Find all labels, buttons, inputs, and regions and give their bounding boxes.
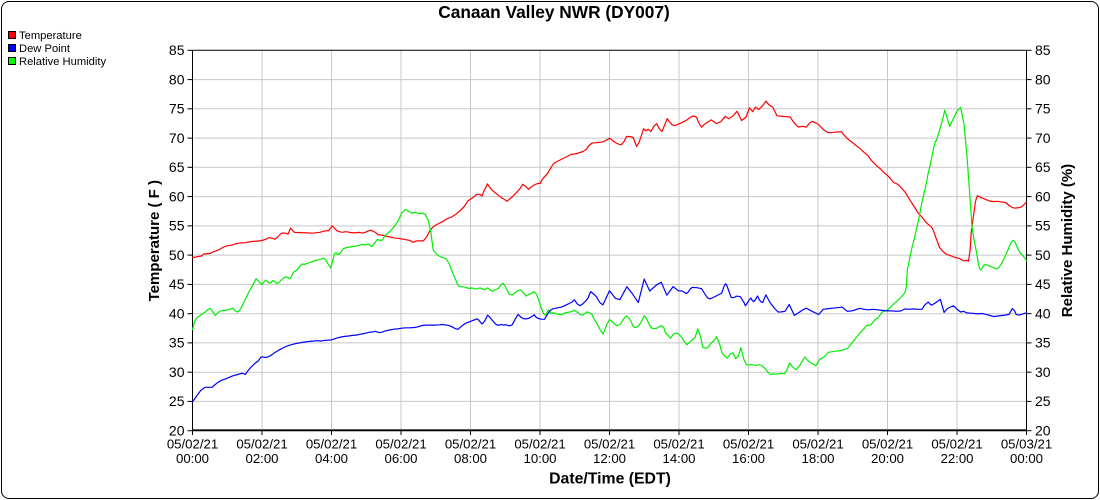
svg-text:05/02/21: 05/02/21	[514, 436, 565, 451]
svg-text:65: 65	[1035, 159, 1051, 175]
svg-text:40: 40	[169, 306, 185, 322]
svg-text:80: 80	[169, 71, 185, 87]
svg-text:05/02/21: 05/02/21	[375, 436, 426, 451]
svg-text:30: 30	[1035, 364, 1051, 380]
svg-text:02:00: 02:00	[245, 451, 278, 466]
svg-text:25: 25	[169, 393, 185, 409]
svg-text:75: 75	[1035, 101, 1051, 117]
svg-text:06:00: 06:00	[384, 451, 417, 466]
svg-text:70: 70	[1035, 130, 1051, 146]
svg-text:05/02/21: 05/02/21	[584, 436, 635, 451]
svg-text:00:00: 00:00	[176, 451, 209, 466]
svg-text:45: 45	[169, 276, 185, 292]
svg-text:05/02/21: 05/02/21	[653, 436, 704, 451]
svg-text:Temperature: Temperature	[19, 30, 82, 42]
svg-text:05/02/21: 05/02/21	[792, 436, 843, 451]
svg-text:85: 85	[169, 42, 185, 58]
svg-text:Temperature ( F ): Temperature ( F )	[146, 180, 163, 301]
svg-text:04:00: 04:00	[315, 451, 348, 466]
svg-text:80: 80	[1035, 71, 1051, 87]
svg-text:18:00: 18:00	[801, 451, 834, 466]
svg-text:60: 60	[1035, 188, 1051, 204]
svg-text:20: 20	[1035, 423, 1051, 439]
svg-text:05/02/21: 05/02/21	[723, 436, 774, 451]
svg-text:05/02/21: 05/02/21	[306, 436, 357, 451]
svg-text:14:00: 14:00	[662, 451, 695, 466]
svg-text:60: 60	[169, 188, 185, 204]
svg-text:Relative Humidity (%): Relative Humidity (%)	[1059, 164, 1076, 317]
svg-text:05/02/21: 05/02/21	[236, 436, 287, 451]
svg-text:05/02/21: 05/02/21	[862, 436, 913, 451]
svg-text:20:00: 20:00	[871, 451, 904, 466]
svg-text:35: 35	[169, 335, 185, 351]
svg-text:Relative Humidity: Relative Humidity	[19, 56, 106, 68]
svg-text:08:00: 08:00	[454, 451, 487, 466]
svg-text:10:00: 10:00	[523, 451, 556, 466]
svg-text:05/03/21: 05/03/21	[1001, 436, 1052, 451]
svg-text:65: 65	[169, 159, 185, 175]
svg-text:Canaan Valley NWR (DY007): Canaan Valley NWR (DY007)	[438, 2, 669, 22]
svg-text:00:00: 00:00	[1010, 451, 1043, 466]
svg-text:30: 30	[169, 364, 185, 380]
svg-text:22:00: 22:00	[940, 451, 973, 466]
svg-text:45: 45	[1035, 276, 1051, 292]
svg-text:75: 75	[169, 101, 185, 117]
svg-text:50: 50	[1035, 247, 1051, 263]
svg-text:Date/Time (EDT): Date/Time (EDT)	[549, 470, 671, 487]
svg-text:12:00: 12:00	[593, 451, 626, 466]
svg-text:20: 20	[169, 423, 185, 439]
svg-text:05/02/21: 05/02/21	[445, 436, 496, 451]
svg-text:35: 35	[1035, 335, 1051, 351]
svg-text:50: 50	[169, 247, 185, 263]
svg-text:55: 55	[169, 218, 185, 234]
svg-text:40: 40	[1035, 306, 1051, 322]
svg-text:55: 55	[1035, 218, 1051, 234]
svg-text:05/02/21: 05/02/21	[931, 436, 982, 451]
svg-text:85: 85	[1035, 42, 1051, 58]
svg-text:05/02/21: 05/02/21	[167, 436, 218, 451]
svg-text:70: 70	[169, 130, 185, 146]
svg-text:16:00: 16:00	[732, 451, 765, 466]
svg-text:25: 25	[1035, 393, 1051, 409]
svg-text:Dew Point: Dew Point	[19, 43, 71, 55]
